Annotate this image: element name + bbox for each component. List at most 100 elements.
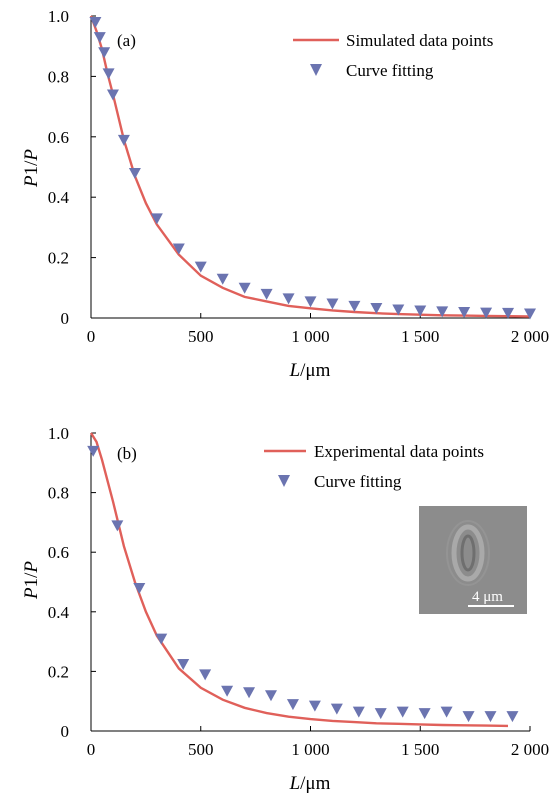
x-tick-label: 500	[188, 327, 214, 346]
inset-ring-outer	[451, 524, 485, 582]
curve-fitting-marker	[111, 520, 124, 532]
curve-fitting-marker	[326, 298, 339, 310]
y-axis-label-mid: 1/	[21, 160, 42, 176]
curve-fitting-marker	[352, 706, 365, 718]
experimental-data-line	[89, 432, 509, 728]
y-axis-label-mid: 1/	[21, 572, 42, 588]
curve-fitting-marker	[238, 282, 251, 294]
y-tick-label: 0	[61, 722, 70, 741]
curve-fitting-marker	[286, 699, 299, 711]
curve-fitting-marker	[440, 706, 453, 718]
curve-fitting-marker	[282, 293, 295, 305]
curve-fitting-marker	[177, 658, 190, 670]
curve-fitting-marker	[194, 261, 207, 273]
curve-fitting-marker	[330, 703, 343, 715]
legend: Experimental data points Curve fitting	[264, 442, 484, 491]
curve-fitting-markers	[89, 17, 536, 320]
x-tick-label: 1 500	[401, 740, 439, 759]
curve-fitting-marker	[102, 68, 115, 80]
curve-fitting-marker	[462, 711, 475, 723]
x-tick-label: 2 000	[511, 740, 549, 759]
curve-fitting-marker	[150, 213, 163, 225]
curve-fitting-marker	[484, 711, 497, 723]
y-axis-label: P1/P	[21, 561, 42, 600]
curve-fitting-marker	[106, 89, 119, 101]
x-tick-label: 1 000	[291, 327, 329, 346]
curve-fitting-marker	[436, 306, 449, 318]
curve-fitting-marker	[155, 633, 168, 645]
y-tick-label: 0.4	[48, 603, 70, 622]
curve-fitting-marker	[199, 669, 212, 681]
curve-fitting-marker	[392, 304, 405, 316]
y-tick-label: 0.8	[48, 484, 69, 503]
curve-fitting-marker	[502, 307, 515, 319]
curve-fitting-marker	[458, 306, 471, 318]
curve-fitting-marker	[264, 690, 277, 702]
y-tick-label: 0.2	[48, 662, 69, 681]
y-axis-label-p: P	[21, 587, 42, 600]
legend-marker-swatch	[278, 475, 290, 487]
curve-fitting-marker	[308, 700, 321, 712]
y-tick-label: 0.6	[48, 543, 69, 562]
curve-fitting-marker	[87, 445, 100, 457]
y-tick-label: 0.2	[48, 249, 69, 268]
legend-label-line: Experimental data points	[314, 442, 484, 461]
x-tick-label: 2 000	[511, 327, 549, 346]
inset-halo	[446, 520, 490, 586]
tick-group: 0 500 1 000 1 500 2 000 0 0.2 0.4 0.6 0.8 1.0	[48, 424, 549, 759]
curve-fitting-markers	[87, 445, 519, 723]
curve-fitting-marker	[414, 305, 427, 317]
curve-fitting-marker	[98, 47, 111, 59]
inset-ring-inner	[460, 534, 476, 572]
curve-fitting-marker	[216, 273, 229, 285]
curve-fitting-marker	[374, 708, 387, 720]
y-tick-label: 1.0	[48, 424, 69, 443]
curve-fitting-marker	[396, 706, 409, 718]
x-axis-label: L/μm	[289, 360, 331, 381]
inset-scale-label: 4 μm	[472, 589, 503, 605]
panel-label: (b)	[117, 444, 137, 463]
curve-fitting-marker	[506, 711, 519, 723]
tick-group: 0 500 1 000 1 500 2 000 0 0.2 0.4 0.6 0.8 1.0	[48, 7, 549, 346]
y-tick-label: 0.4	[48, 188, 70, 207]
inset-micrograph: 4 μm	[419, 506, 527, 614]
curve-fitting-marker	[418, 708, 431, 720]
curve-fitting-marker	[480, 307, 493, 319]
curve-fitting-marker	[348, 300, 361, 312]
x-tick-label: 0	[87, 740, 96, 759]
panel-label: (a)	[117, 31, 136, 50]
y-axis-label-p2: P	[21, 149, 42, 162]
x-axis-label-unit: /μm	[300, 360, 330, 381]
legend-label-marker: Curve fitting	[314, 472, 402, 491]
x-tick-label: 500	[188, 740, 214, 759]
curve-fitting-marker	[260, 288, 273, 300]
legend-marker-swatch	[310, 64, 322, 76]
curve-fitting-marker	[89, 17, 102, 29]
y-axis-label-p2: P	[21, 561, 42, 574]
y-tick-label: 1.0	[48, 7, 69, 26]
x-tick-label: 1 000	[291, 740, 329, 759]
curve-fitting-marker	[128, 168, 141, 180]
y-axis-label-p: P	[21, 175, 42, 188]
curve-fitting-marker	[370, 303, 383, 315]
x-axis-label-unit: /μm	[300, 773, 330, 794]
curve-fitting-marker	[172, 243, 185, 255]
curve-fitting-marker	[117, 134, 130, 146]
x-tick-label: 1 500	[401, 327, 439, 346]
curve-fitting-marker	[93, 32, 106, 44]
curve-fitting-marker	[221, 685, 234, 697]
y-axis-label: P1/P	[21, 149, 42, 188]
curve-fitting-marker	[524, 308, 536, 320]
legend-label-marker: Curve fitting	[346, 61, 434, 80]
curve-fitting-marker	[304, 296, 317, 308]
simulated-data-line	[89, 15, 531, 318]
y-tick-label: 0.8	[48, 67, 69, 86]
curve-fitting-marker	[243, 687, 256, 699]
x-axis-label-var: L	[289, 773, 301, 794]
y-tick-label: 0	[61, 309, 70, 328]
curve-fitting-marker	[133, 582, 146, 594]
legend: Simulated data points Curve fitting	[293, 31, 493, 80]
